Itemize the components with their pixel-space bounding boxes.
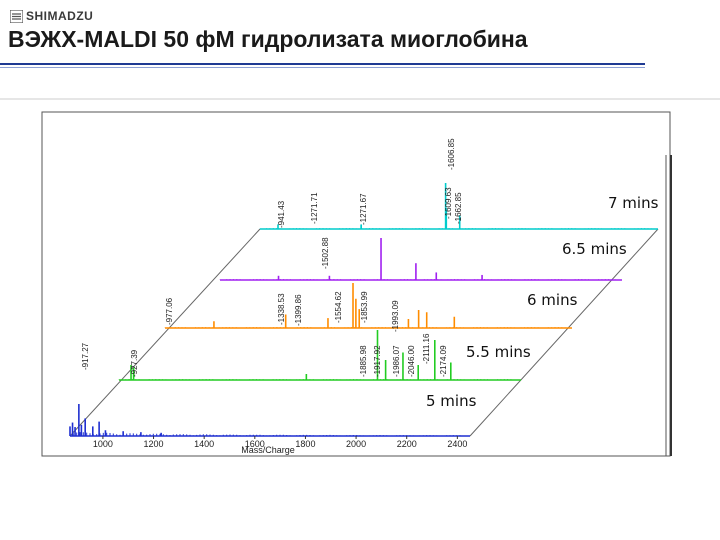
peak-label-10: -1554.62 [334, 291, 343, 323]
peak-label-1: -1271.71 [310, 192, 319, 224]
noise-trace-3 [219, 279, 620, 280]
peak-label-4: -1662.85 [454, 192, 463, 224]
shimadzu-logo-icon [10, 9, 23, 23]
header-rule [0, 63, 645, 65]
peak-label-15: -1885.98 [359, 345, 368, 377]
logo-text: SHIMADZU [26, 9, 94, 23]
peak-label-8: -1338.53 [277, 293, 286, 325]
peak-label-6: -1502.88 [321, 237, 330, 269]
peak-label-17: -1986.07 [392, 345, 401, 377]
peak-label-12: -1993.09 [391, 300, 400, 332]
noise-trace-4 [259, 228, 656, 229]
x-tick-label-6: 2200 [397, 439, 417, 449]
peak-label-3: -1609.63 [444, 187, 453, 219]
trace-label-0: 5 mins [426, 392, 477, 410]
trace-label-2: 6 mins [527, 291, 578, 309]
peak-label-20: -2174.09 [439, 345, 448, 377]
noise-trace-1 [118, 379, 519, 380]
peak-label-9: -1399.86 [294, 294, 303, 326]
x-tick-label-2: 1400 [194, 439, 214, 449]
x-tick-label-1: 1200 [144, 439, 164, 449]
x-tick-label-7: 2400 [447, 439, 467, 449]
peak-label-14: -927.39 [130, 349, 139, 377]
page-title: ВЭЖХ-MALDI 50 фМ гидролизата миоглобина [8, 26, 528, 52]
peak-label-11: -1853.99 [360, 291, 369, 323]
peak-label-19: -2111.16 [422, 333, 431, 364]
peak-label-16: -1917.92 [373, 345, 382, 377]
noise-trace-2 [164, 327, 570, 328]
x-axis-label: Mass/Charge [241, 445, 295, 455]
header-subrule [0, 67, 645, 68]
x-tick-label-4: 1800 [295, 439, 315, 449]
peak-label-13: -917.27 [81, 342, 90, 370]
x-tick-label-3: 1600 [245, 439, 265, 449]
x-tick-label-5: 2000 [346, 439, 366, 449]
perspective-left-edge [69, 228, 261, 437]
peak-label-2: -1271.67 [359, 193, 368, 225]
perspective-right-edge [469, 228, 659, 437]
x-tick-label-0: 1000 [93, 439, 113, 449]
shimadzu-logo: SHIMADZU [10, 9, 93, 23]
peak-label-7: -977.06 [165, 297, 174, 325]
peak-label-0: -941.43 [277, 200, 286, 228]
peak-label-18: -2046.00 [407, 345, 416, 377]
trace-label-4: 7 mins [608, 194, 659, 212]
slide-rule [0, 98, 720, 100]
trace-label-1: 5.5 mins [466, 343, 531, 361]
peak-label-5: -1606.85 [447, 138, 456, 170]
trace-label-3: 6.5 mins [562, 240, 627, 258]
plot-frame [41, 111, 671, 457]
